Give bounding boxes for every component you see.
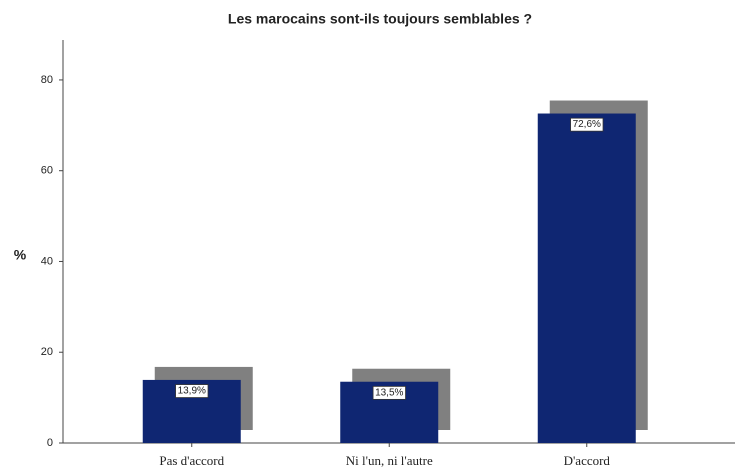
y-axis-label: % xyxy=(14,247,27,263)
value-label: 72,6% xyxy=(573,119,601,130)
value-label: 13,5% xyxy=(375,387,403,398)
y-tick-label: 0 xyxy=(47,437,53,449)
x-tick-label: Ni l'un, ni l'autre xyxy=(346,453,433,468)
value-label-box xyxy=(372,385,406,400)
y-tick-label: 60 xyxy=(41,165,53,177)
chart-title: Les marocains sont-ils toujours semblabl… xyxy=(228,11,532,27)
x-tick-label: D'accord xyxy=(564,453,611,468)
x-tick-label: Pas d'accord xyxy=(159,453,224,468)
y-tick-label: 40 xyxy=(41,255,53,267)
y-tick-label: 80 xyxy=(41,74,53,86)
bar xyxy=(537,113,636,444)
value-label-box xyxy=(175,384,209,398)
y-tick-label: 20 xyxy=(41,346,53,358)
value-label: 13,9% xyxy=(178,386,206,397)
value-label-box xyxy=(570,117,604,132)
